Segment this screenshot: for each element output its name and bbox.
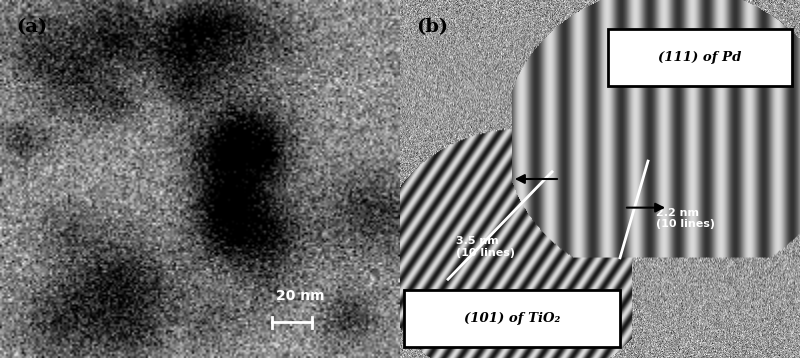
Bar (608, 29, 792, 86)
Text: 20 nm: 20 nm (276, 289, 325, 303)
Text: 3.5 nm
(10 lines): 3.5 nm (10 lines) (456, 236, 515, 258)
Text: (b): (b) (416, 18, 448, 36)
Text: (101) of TiO₂: (101) of TiO₂ (464, 312, 560, 325)
Bar (404, 290, 620, 347)
Text: 2.2 nm
(10 lines): 2.2 nm (10 lines) (656, 208, 715, 229)
Text: (111) of Pd: (111) of Pd (658, 51, 742, 64)
Text: (a): (a) (16, 18, 47, 36)
